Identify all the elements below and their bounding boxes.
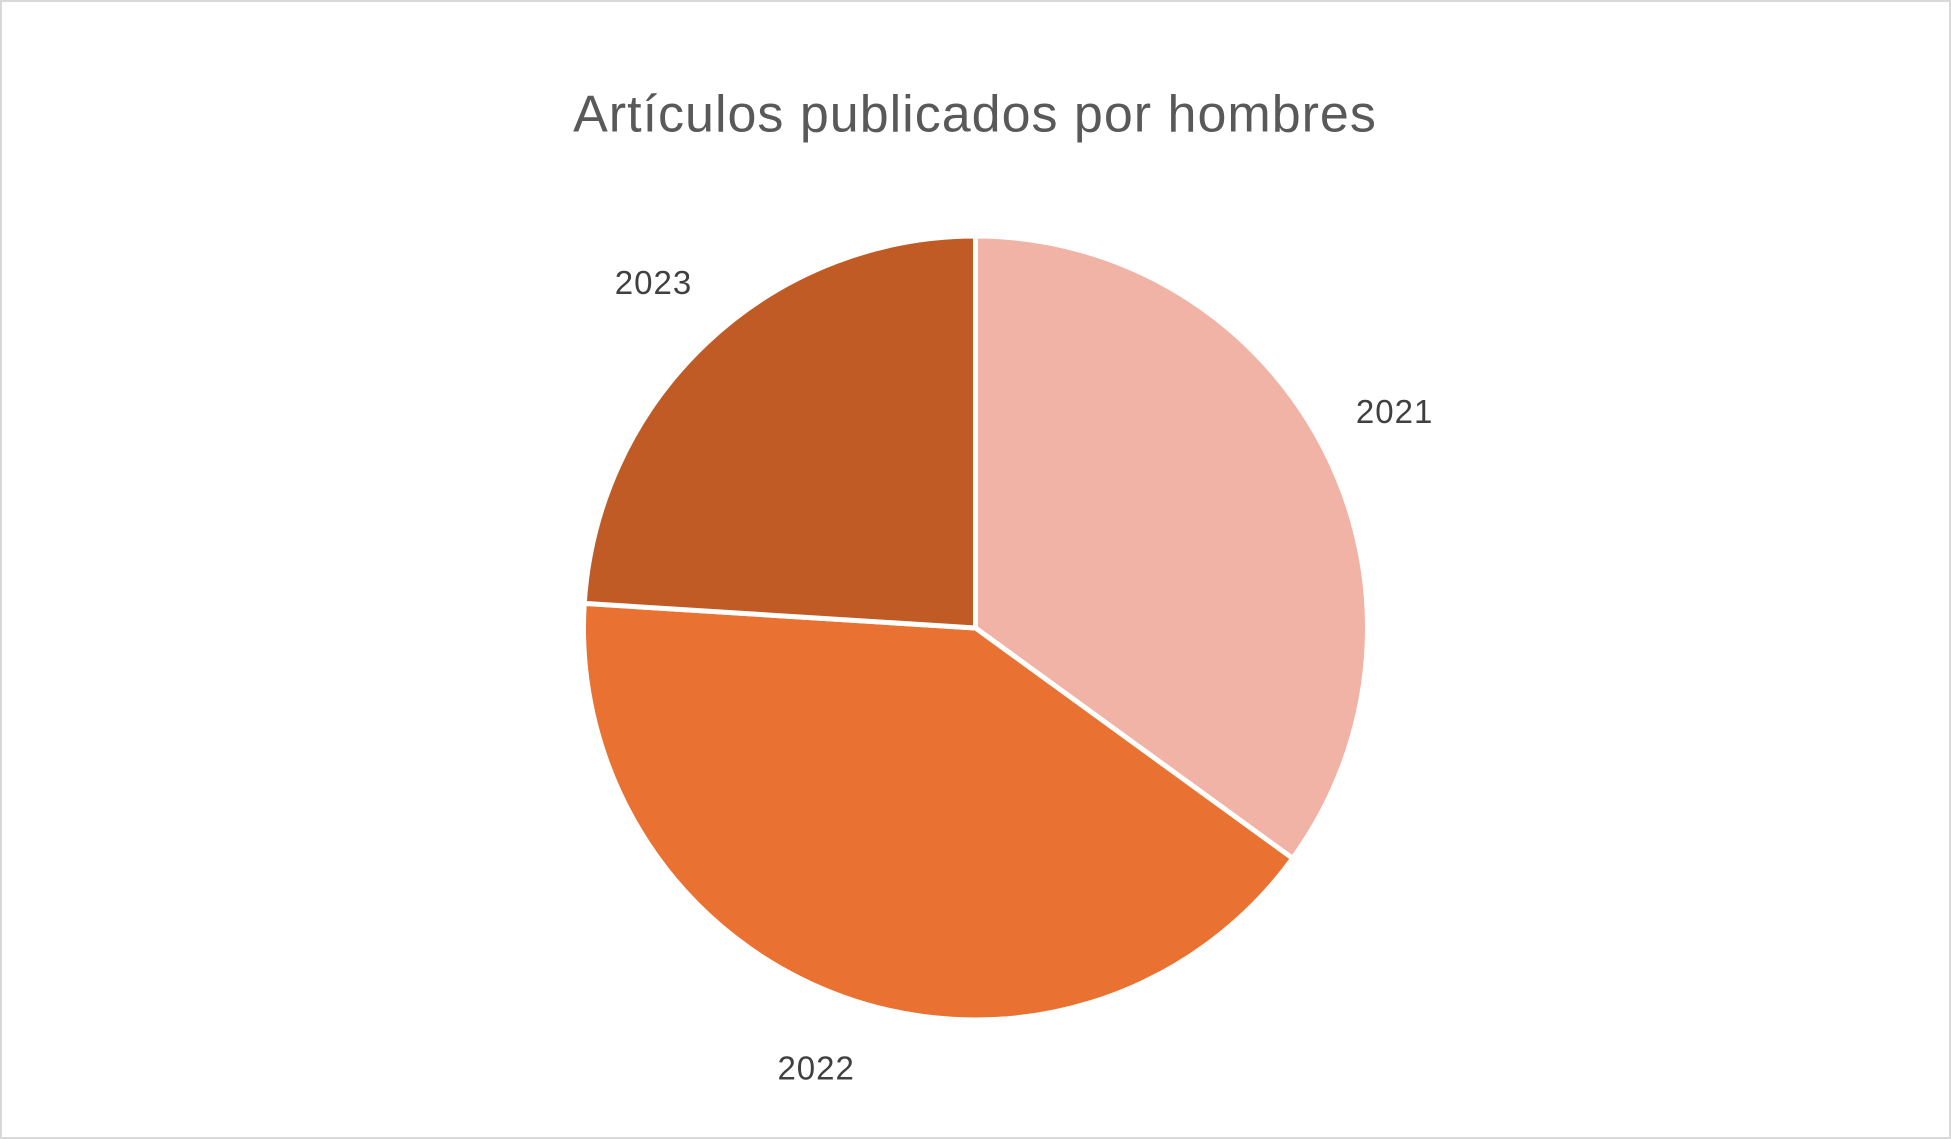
pie-slice	[973, 233, 1370, 861]
pie-slice	[581, 233, 978, 631]
pie-slice	[581, 600, 1296, 1023]
chart-title: Artículos publicados por hombres	[573, 86, 1377, 144]
slice-label: 2021	[1356, 393, 1433, 430]
slice-label: 2023	[615, 264, 692, 301]
slice-label: 2022	[777, 1049, 854, 1086]
